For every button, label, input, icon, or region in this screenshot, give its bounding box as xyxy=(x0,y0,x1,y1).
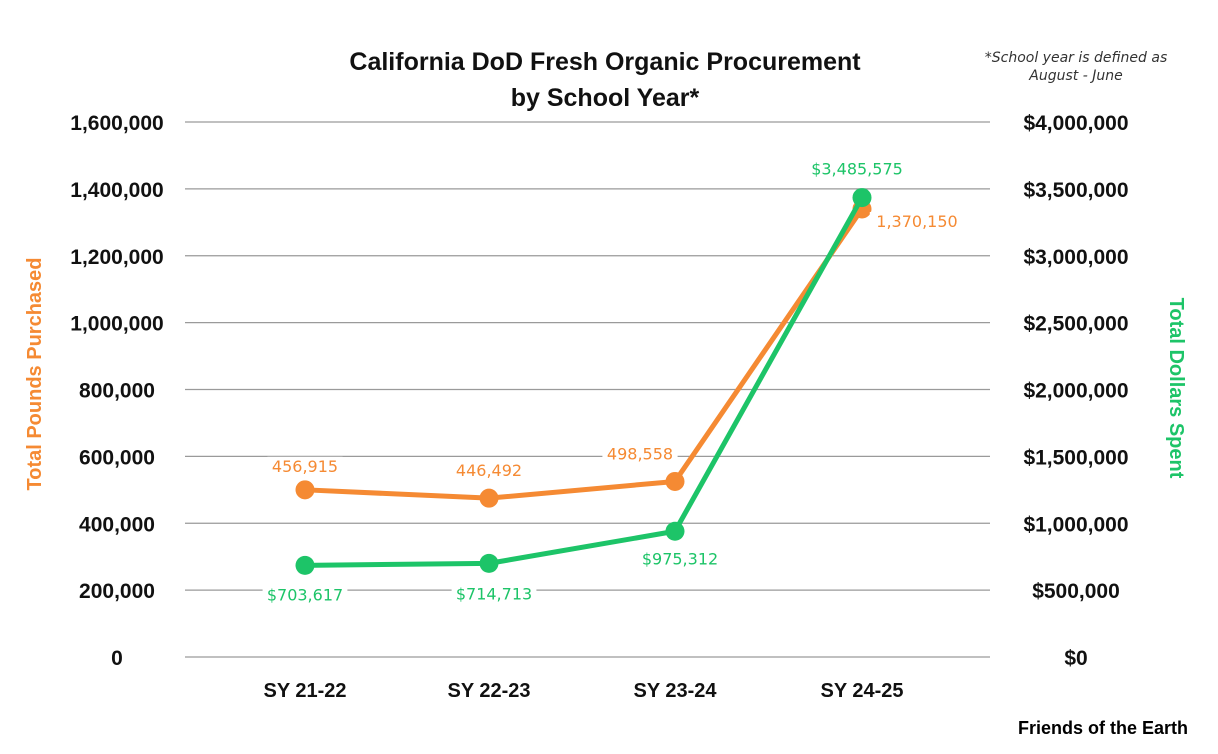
left-tick-label: 0 xyxy=(111,647,123,670)
left-tick-label: 800,000 xyxy=(79,380,155,403)
chart-title-line-2: by School Year* xyxy=(511,84,700,112)
data-label-background xyxy=(451,584,537,606)
right-tick-label: $1,500,000 xyxy=(1023,446,1128,469)
series-line xyxy=(302,206,865,501)
data-label-background xyxy=(262,585,348,607)
left-tick-label: 1,200,000 xyxy=(70,246,163,269)
data-label: $703,617 xyxy=(267,585,343,604)
x-tick-label: SY 22-23 xyxy=(447,680,530,702)
right-tick-label: $500,000 xyxy=(1032,580,1120,603)
data-point xyxy=(665,471,685,491)
data-label-background xyxy=(602,444,678,466)
data-label: 1,370,150 xyxy=(876,212,957,231)
left-tick-label: 1,400,000 xyxy=(70,179,163,202)
source-credit: Friends of the Earth xyxy=(1018,718,1188,738)
left-axis-ticks: 0 200,000 400,000 600,000 800,000 1,000,000 1,… xyxy=(70,112,163,670)
x-tick-label: SY 24-25 xyxy=(820,680,903,702)
series-line xyxy=(302,195,865,568)
data-label: 498,558 xyxy=(607,444,673,463)
right-tick-label: $3,000,000 xyxy=(1023,246,1128,269)
data-point xyxy=(852,188,872,208)
right-tick-label: $0 xyxy=(1064,647,1087,670)
data-label-background xyxy=(267,456,343,478)
right-axis-title: Total Dollars Spent xyxy=(1165,298,1187,479)
data-label: 446,492 xyxy=(456,461,522,480)
chart-title-line-1: California DoD Fresh Organic Procurement xyxy=(349,48,861,76)
right-tick-label: $4,000,000 xyxy=(1023,112,1128,135)
footnote-line-1: *School year is defined as xyxy=(985,50,1168,66)
series-pounds: 456,915 446,492 498,558 1,370,150 xyxy=(267,199,965,508)
data-point xyxy=(479,488,499,508)
data-point xyxy=(479,553,499,573)
data-label-background xyxy=(869,211,965,233)
left-tick-label: 400,000 xyxy=(79,513,155,536)
data-label-background xyxy=(637,549,723,571)
right-tick-label: $3,500,000 xyxy=(1023,179,1128,202)
data-point xyxy=(295,480,315,500)
x-tick-label: SY 21-22 xyxy=(263,680,346,702)
left-tick-label: 200,000 xyxy=(79,580,155,603)
data-label: 456,915 xyxy=(272,457,338,476)
data-label: $714,713 xyxy=(456,584,532,603)
x-axis-ticks: SY 21-22 SY 22-23 SY 23-24 SY 24-25 xyxy=(263,680,903,702)
left-tick-label: 1,600,000 xyxy=(70,112,163,135)
right-tick-label: $2,000,000 xyxy=(1023,380,1128,403)
data-point xyxy=(665,521,685,541)
left-axis-title: Total Pounds Purchased xyxy=(24,258,46,491)
data-label-background xyxy=(805,159,909,181)
series-dollars: $703,617 $714,713 $975,312 $3,485,575 xyxy=(262,159,909,607)
right-tick-label: $2,500,000 xyxy=(1023,313,1128,336)
data-label: $3,485,575 xyxy=(811,160,903,179)
x-tick-label: SY 23-24 xyxy=(633,680,717,702)
footnote-line-2: August - June xyxy=(1028,68,1122,84)
right-tick-label: $1,000,000 xyxy=(1023,513,1128,536)
data-label-background xyxy=(451,461,527,483)
left-tick-label: 1,000,000 xyxy=(70,313,163,336)
data-point xyxy=(295,555,315,575)
right-axis-ticks: $0 $500,000 $1,000,000 $1,500,000 $2,000,000… xyxy=(1023,112,1128,670)
left-tick-label: 600,000 xyxy=(79,446,155,469)
data-label: $975,312 xyxy=(642,549,718,568)
